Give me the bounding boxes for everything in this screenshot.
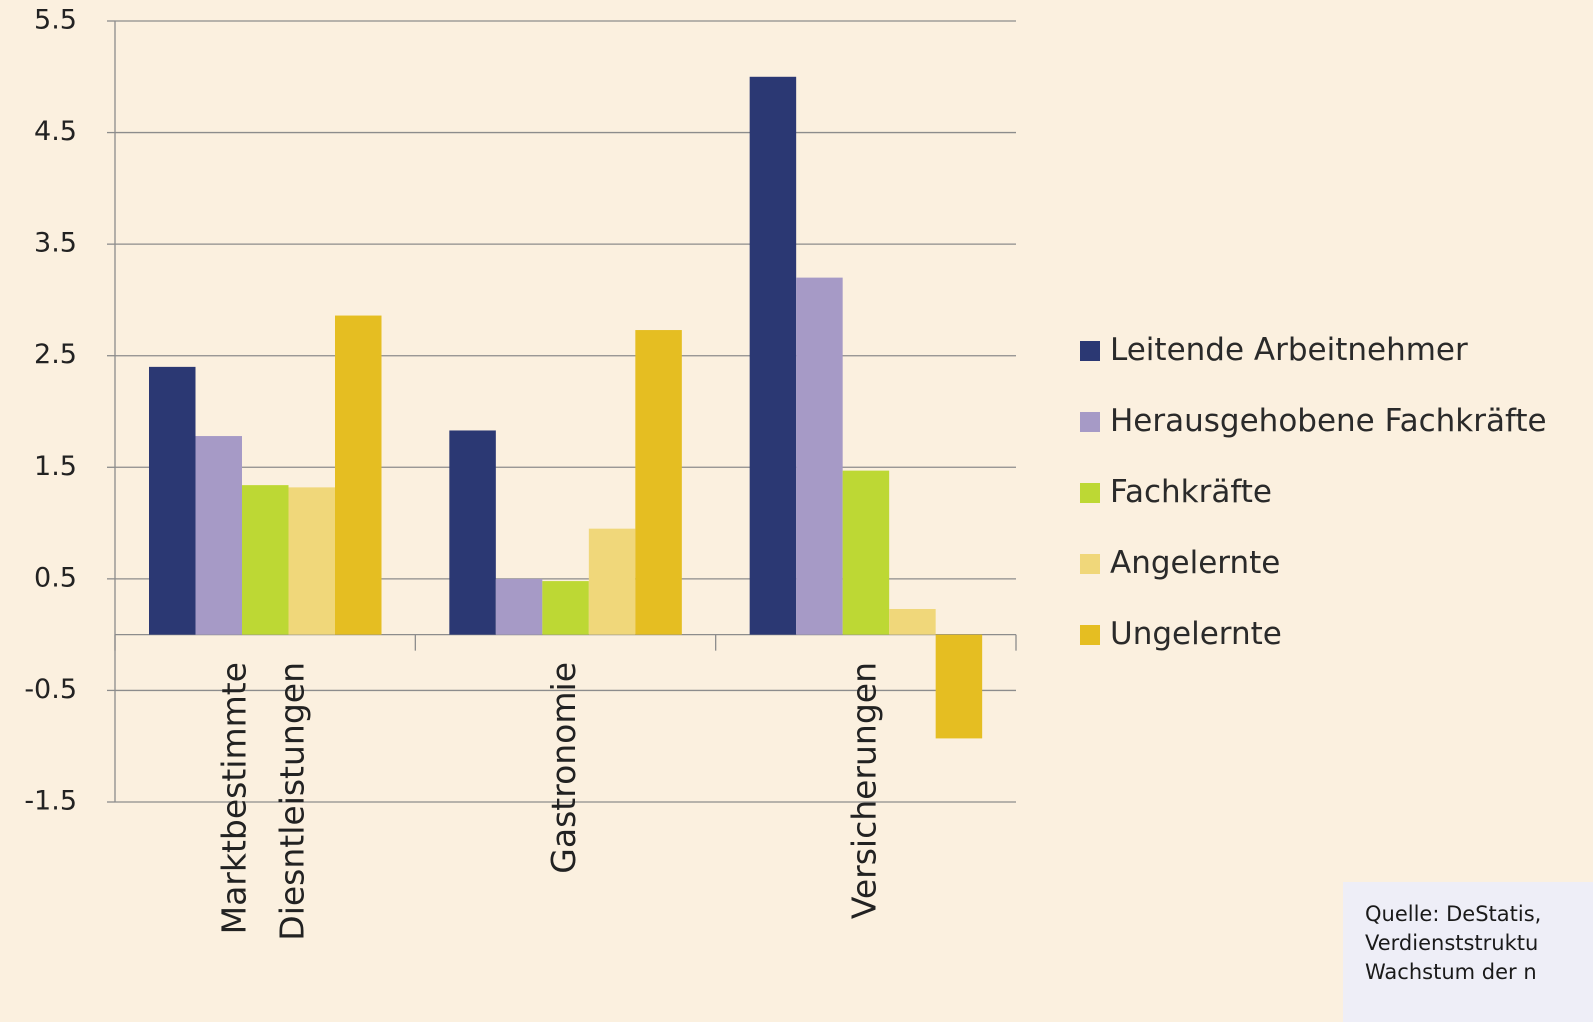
legend-swatch bbox=[1080, 625, 1100, 645]
legend-swatch bbox=[1080, 341, 1100, 361]
bar bbox=[149, 366, 196, 635]
source-line: Quelle: DeStatis, bbox=[1365, 902, 1542, 926]
legend-swatch bbox=[1080, 554, 1100, 574]
bar bbox=[335, 315, 382, 635]
bar bbox=[796, 277, 843, 635]
bar bbox=[495, 578, 543, 635]
source-line: Verdienststruktu bbox=[1365, 931, 1539, 955]
y-tick-label: -1.5 bbox=[24, 786, 77, 817]
y-tick-label: 5.5 bbox=[34, 5, 77, 36]
legend-label: Leitende Arbeitnehmer bbox=[1110, 332, 1468, 368]
legend-swatch bbox=[1080, 483, 1100, 503]
y-tick-label: -0.5 bbox=[24, 674, 77, 705]
legend-label: Ungelernte bbox=[1110, 616, 1282, 652]
x-category-label: Gastronomie bbox=[544, 662, 583, 874]
x-category-label: Diesntleistungen bbox=[273, 662, 312, 941]
bar bbox=[749, 76, 797, 635]
y-tick-label: 1.5 bbox=[34, 451, 77, 482]
bar bbox=[635, 330, 682, 635]
legend-label: Angelernte bbox=[1110, 545, 1281, 581]
legend-swatch bbox=[1080, 412, 1100, 432]
source-note: Quelle: DeStatis, Verdienststruktu Wachs… bbox=[1343, 882, 1593, 1022]
bar bbox=[588, 528, 636, 635]
bar bbox=[935, 634, 983, 739]
legend-label: Fachkräfte bbox=[1110, 474, 1272, 510]
bar bbox=[842, 470, 890, 635]
bar bbox=[288, 487, 335, 635]
y-tick-label: 4.5 bbox=[34, 116, 77, 147]
bar bbox=[449, 430, 496, 635]
x-category-label: Marktbestimmte bbox=[215, 662, 254, 934]
x-category-label: Versicherungen bbox=[844, 662, 883, 919]
bar bbox=[889, 608, 936, 635]
bar bbox=[542, 581, 589, 635]
y-tick-label: 0.5 bbox=[34, 562, 77, 593]
y-tick-label: 2.5 bbox=[34, 339, 77, 370]
bar bbox=[195, 436, 242, 635]
source-line: Wachstum der n bbox=[1365, 960, 1537, 984]
y-tick-label: 3.5 bbox=[34, 228, 77, 259]
legend-label: Herausgehobene Fachkräfte bbox=[1110, 403, 1547, 439]
bar bbox=[242, 485, 289, 635]
